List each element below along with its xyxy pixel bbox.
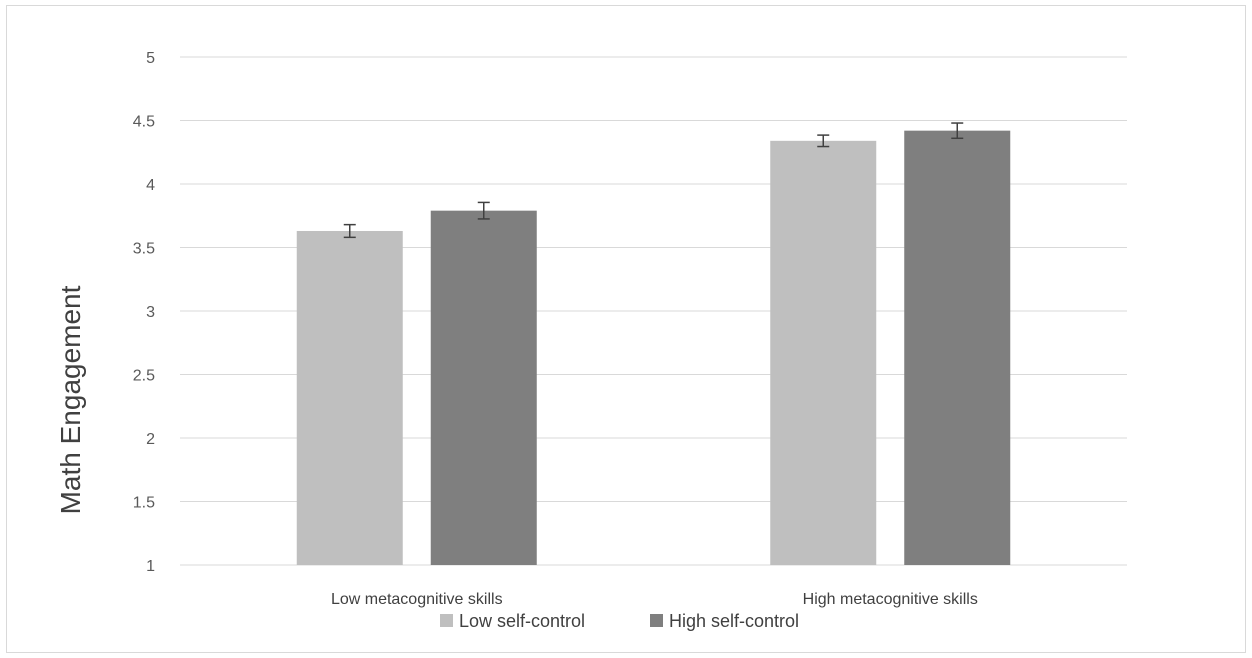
y-tick-label: 4: [146, 177, 155, 194]
y-tick-label: 2: [146, 431, 155, 448]
x-axis-category-labels: Low metacognitive skills High metacogniti…: [331, 591, 978, 608]
y-axis-tick-labels: 1 1.5 2 2.5 3 3.5 4 4.5 5: [133, 50, 155, 575]
y-tick-label: 4.5: [133, 114, 155, 131]
error-bar: [343, 223, 356, 239]
bar: [296, 230, 403, 566]
chart-frame: [6, 5, 1246, 653]
x-category-label: Low metacognitive skills: [331, 591, 503, 608]
legend: Low self-control High self-control: [440, 611, 799, 631]
y-tick-label: 1.5: [133, 495, 155, 512]
legend-item: High self-control: [650, 611, 799, 631]
error-bar: [817, 134, 830, 148]
y-tick-label: 5: [146, 50, 155, 67]
legend-label: Low self-control: [459, 611, 585, 631]
error-bars: [343, 122, 964, 239]
legend-label: High self-control: [669, 611, 799, 631]
y-tick-label: 1: [146, 558, 155, 575]
y-axis-title: Math Engagement: [55, 285, 86, 514]
bar: [770, 140, 877, 565]
bar: [430, 210, 537, 566]
legend-swatch: [650, 614, 663, 627]
error-bar: [477, 201, 490, 220]
bar: [904, 130, 1011, 565]
y-tick-label: 3: [146, 304, 155, 321]
legend-item: Low self-control: [440, 611, 585, 631]
legend-swatch: [440, 614, 453, 627]
y-tick-label: 2.5: [133, 368, 155, 385]
bars: [296, 130, 1011, 566]
error-bar: [951, 122, 964, 140]
y-tick-label: 3.5: [133, 241, 155, 258]
x-category-label: High metacognitive skills: [803, 591, 978, 608]
